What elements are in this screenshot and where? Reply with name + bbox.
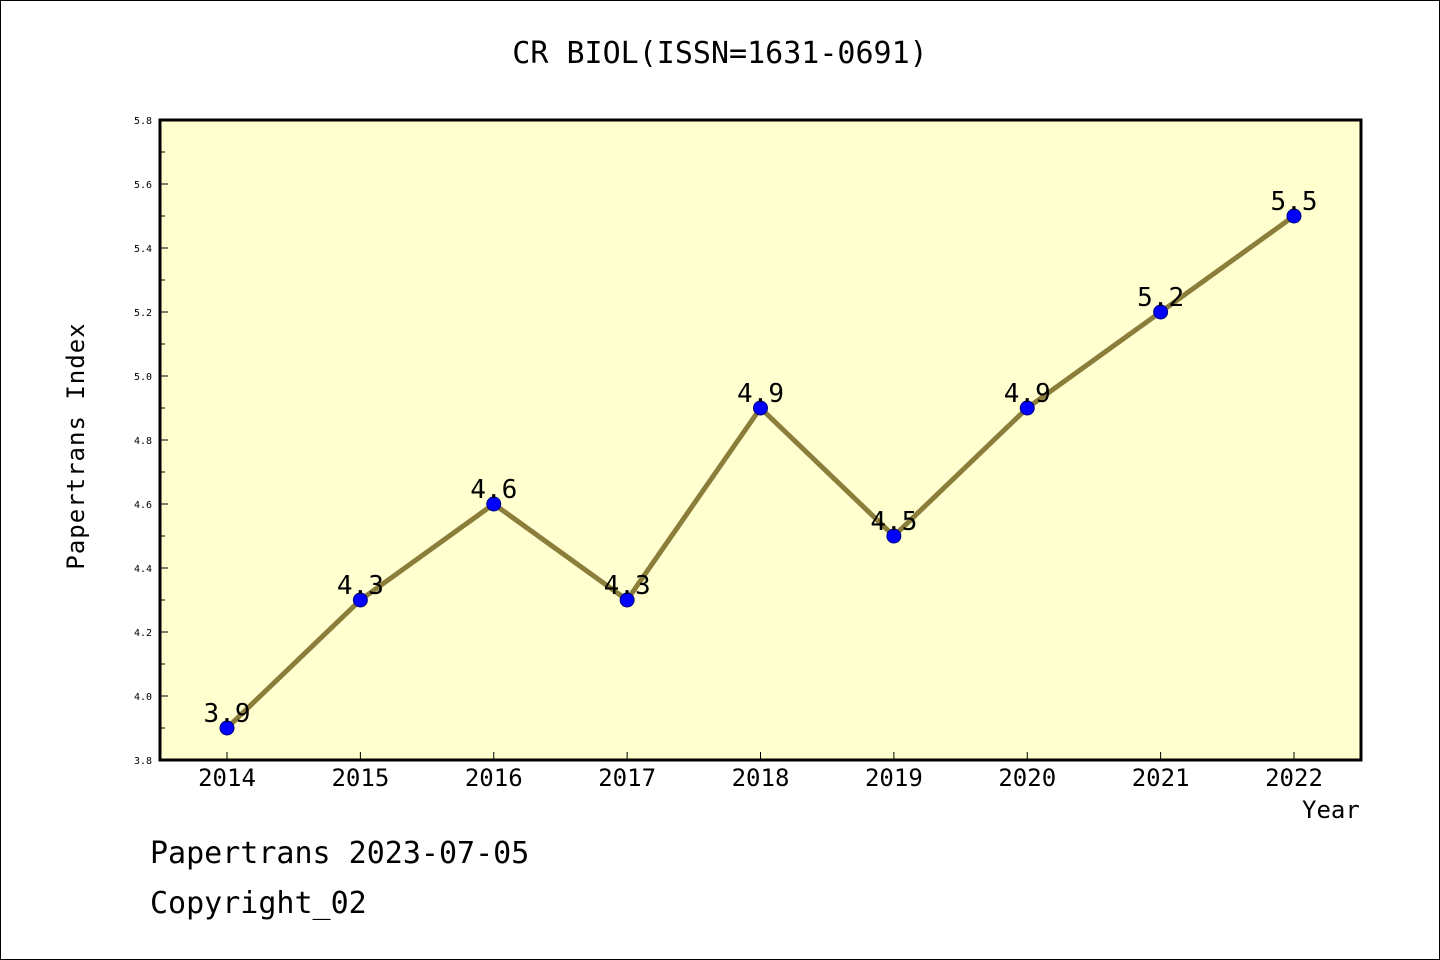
y-tick-label: 5.6 xyxy=(134,180,152,191)
x-tick-label: 2020 xyxy=(998,764,1056,792)
data-point-2019 xyxy=(886,528,902,544)
x-axis-label: Year xyxy=(1302,796,1360,824)
y-tick-label: 5.8 xyxy=(134,116,152,127)
y-tick-label: 4.0 xyxy=(134,692,152,703)
x-tick-label: 2017 xyxy=(598,764,656,792)
x-tick-label: 2016 xyxy=(465,764,523,792)
y-tick-label: 3.8 xyxy=(134,756,152,767)
data-point-2021 xyxy=(1153,304,1169,320)
y-tick-label: 4.4 xyxy=(134,564,152,575)
x-tick-label: 2015 xyxy=(331,764,389,792)
y-tick-label: 4.8 xyxy=(134,436,152,447)
chart-title: CR BIOL(ISSN=1631-0691) xyxy=(512,36,928,71)
x-tick-label: 2014 xyxy=(198,764,256,792)
y-tick-label: 4.2 xyxy=(134,628,152,639)
data-point-2016 xyxy=(486,496,502,512)
data-point-2020 xyxy=(1019,400,1035,416)
footer-copyright: Copyright_02 xyxy=(150,886,367,921)
data-point-2022 xyxy=(1286,208,1302,224)
y-tick-label: 4.6 xyxy=(134,500,152,511)
data-point-2015 xyxy=(352,592,368,608)
data-point-2017 xyxy=(619,592,635,608)
data-label-2021: 5.2 xyxy=(1137,283,1184,313)
y-tick-label: 5.0 xyxy=(134,372,152,383)
footer-source: Papertrans 2023-07-05 xyxy=(150,836,530,871)
y-tick-label: 5.4 xyxy=(134,244,152,255)
data-label-2016: 4.6 xyxy=(470,475,517,505)
data-label-2022: 5.5 xyxy=(1271,187,1318,217)
data-point-2014 xyxy=(219,720,235,736)
data-label-2014: 3.9 xyxy=(204,699,251,729)
data-labels: 3.9 4.3 4.6 4.3 4.9 4.5 4.9 5.2 5.5 xyxy=(204,187,1318,729)
x-tick-label: 2018 xyxy=(732,764,790,792)
plot-border xyxy=(158,118,1363,762)
x-tick-label: 2021 xyxy=(1132,764,1190,792)
data-label-2019: 4.5 xyxy=(870,507,917,537)
plot-area xyxy=(160,120,1361,760)
data-label-2017: 4.3 xyxy=(604,571,651,601)
data-label-2018: 4.9 xyxy=(737,379,784,409)
data-label-2015: 4.3 xyxy=(337,571,384,601)
x-tick-label: 2022 xyxy=(1265,764,1323,792)
y-tick-label: 5.2 xyxy=(134,308,152,319)
data-label-2020: 4.9 xyxy=(1004,379,1051,409)
x-axis: 2014 2015 2016 2017 2018 2019 2020 2021 2022 xyxy=(198,752,1323,792)
x-tick-label: 2019 xyxy=(865,764,923,792)
data-point-2018 xyxy=(753,400,768,416)
data-points xyxy=(219,208,1302,736)
y-axis: 3.8 4.0 4.2 4.4 4.6 4.8 5.0 5.2 5.4 5.6 5.8 xyxy=(134,116,168,767)
